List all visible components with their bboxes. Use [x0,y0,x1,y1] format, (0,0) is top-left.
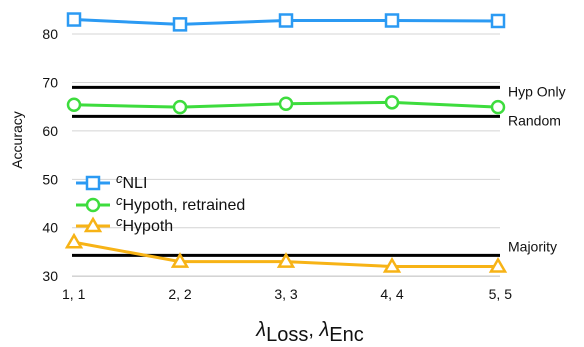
data-point [64,232,84,249]
reference-line-label: Random [508,112,561,128]
x-tick-labels: 1, 1 2, 2 3, 3 4, 4 5, 5 [62,286,512,302]
legend-label: cHypoth [116,214,173,235]
series-circle [66,95,506,115]
series-triangle [64,232,508,273]
data-point [85,175,101,191]
x-axis-label-sub-2: Enc [329,324,363,346]
data-point [172,17,188,32]
legend-label: cNLI [116,171,147,192]
data-point [170,252,190,268]
reference-line-label: Majority [508,238,557,254]
reference-line-label: Hyp Only [508,83,566,99]
x-axis-label-lambda-1: λ [255,319,266,341]
y-tick-label: 80 [42,26,58,42]
x-axis-label: λLoss, λEnc [255,319,364,346]
series-square [66,12,506,32]
x-axis-label-sep: , [308,319,319,341]
y-tick-label: 30 [42,268,58,284]
y-axis-label: Accuracy [9,111,25,169]
data-point [384,13,400,28]
legend-entry: cHypoth, retrained [76,193,245,214]
data-point [278,96,294,112]
y-tick-labels: 30 40 50 60 70 80 [42,26,58,284]
x-axis-label-sub-1: Loss [266,324,308,346]
data-point [172,99,188,115]
y-tick-label: 70 [42,74,58,90]
data-point [276,252,296,268]
data-point [488,256,508,273]
y-tick-label: 40 [42,220,58,236]
x-axis-label-lambda-2: λ [318,319,329,341]
legend-label: cHypoth, retrained [116,193,245,214]
y-tick-label: 50 [42,171,58,187]
data-point [490,99,506,115]
legend-entry: cHypoth [76,214,173,235]
data-point [490,13,506,29]
x-tick-label: 3, 3 [274,286,298,302]
y-tick-label: 60 [42,123,58,139]
data-series [64,12,508,273]
x-tick-label: 5, 5 [489,286,513,302]
x-tick-label: 2, 2 [168,286,192,302]
data-point [85,197,101,213]
x-tick-label: 1, 1 [62,286,86,302]
data-point [66,12,82,27]
data-point [278,13,294,28]
data-point [83,216,103,233]
data-point [66,97,82,112]
gridlines [72,33,500,277]
data-point [382,256,402,273]
data-point [384,95,400,110]
x-tick-label: 4, 4 [380,286,404,302]
legend-entry: cNLI [76,171,147,192]
